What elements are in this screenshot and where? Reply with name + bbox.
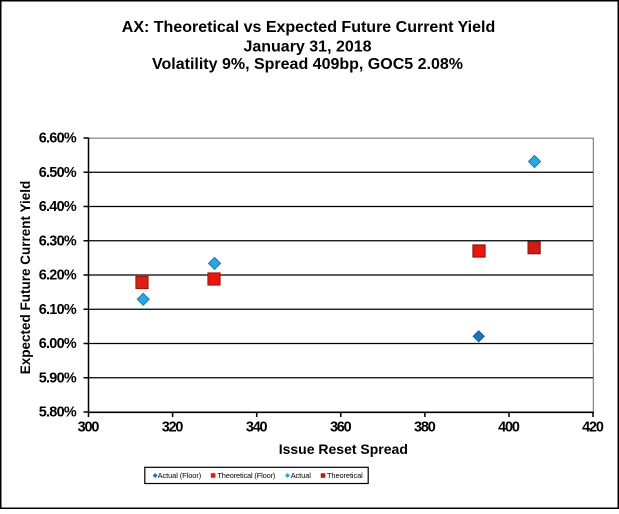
svg-text:300: 300	[78, 420, 100, 436]
svg-text:6.00%: 6.00%	[39, 336, 77, 352]
svg-text:380: 380	[414, 420, 436, 436]
svg-text:6.10%: 6.10%	[39, 302, 77, 318]
svg-text:5.90%: 5.90%	[39, 370, 77, 386]
svg-text:6.50%: 6.50%	[39, 165, 77, 181]
svg-text:Theoretical (Floor): Theoretical (Floor)	[217, 471, 275, 480]
svg-text:6.40%: 6.40%	[39, 199, 77, 215]
svg-text:Actual: Actual	[291, 471, 312, 480]
svg-text:5.80%: 5.80%	[39, 405, 77, 421]
svg-text:January 31, 2018: January 31, 2018	[243, 38, 371, 55]
svg-text:6.30%: 6.30%	[39, 233, 77, 249]
svg-text:400: 400	[498, 420, 520, 436]
svg-text:6.20%: 6.20%	[39, 268, 77, 284]
svg-text:AX: Theoretical vs Expected Fu: AX: Theoretical vs Expected Future Curre…	[122, 19, 495, 36]
svg-text:Volatility 9%, Spread 409bp, G: Volatility 9%, Spread 409bp, GOC5 2.08%	[152, 56, 463, 73]
svg-text:Actual (Floor): Actual (Floor)	[158, 471, 202, 480]
svg-text:Theoretical: Theoretical	[327, 471, 363, 480]
svg-text:420: 420	[582, 420, 604, 436]
svg-text:360: 360	[330, 420, 352, 436]
svg-text:Expected Future Current Yield: Expected Future Current Yield	[18, 181, 33, 375]
svg-text:320: 320	[162, 420, 184, 436]
svg-text:340: 340	[246, 420, 268, 436]
svg-text:6.60%: 6.60%	[39, 131, 77, 147]
svg-text:Issue Reset Spread: Issue Reset Spread	[279, 441, 408, 457]
